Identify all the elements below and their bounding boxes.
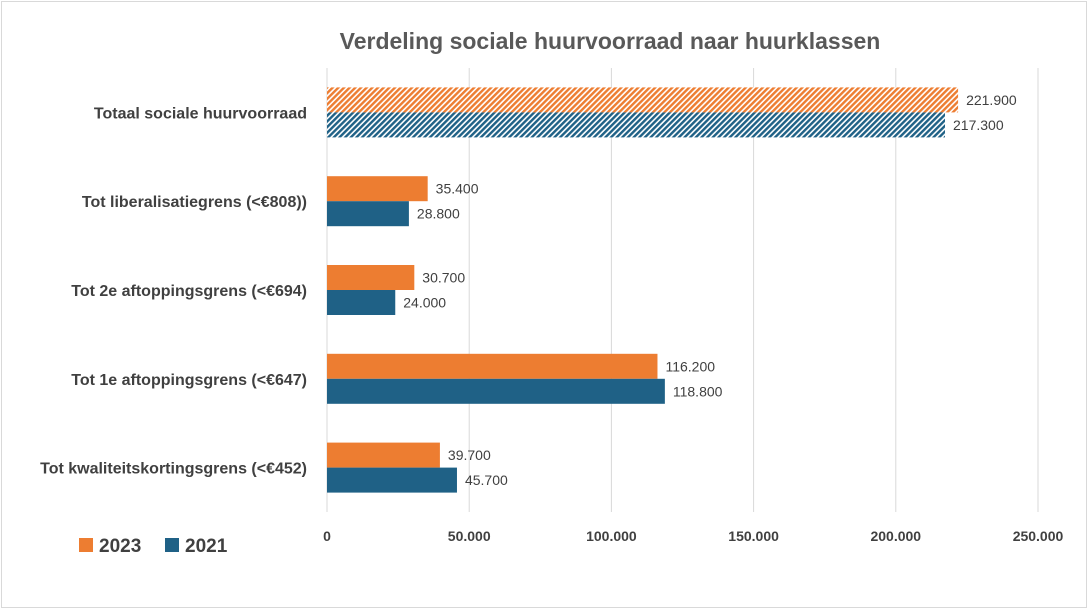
category-label: Tot kwaliteitskortingsgrens (<€452) xyxy=(40,461,307,478)
data-label: 118.800 xyxy=(673,383,723,399)
x-tick-label: 250.000 xyxy=(1013,528,1064,544)
legend-swatch-2021 xyxy=(165,538,179,552)
category-label: Tot liberalisatiegrens (<€808)) xyxy=(82,194,307,211)
chart-title: Verdeling sociale huurvoorraad naar huur… xyxy=(340,28,881,54)
bar-2021 xyxy=(327,112,946,138)
data-label: 24.000 xyxy=(403,295,446,311)
bar-2021 xyxy=(327,467,457,493)
x-tick-label: 100.000 xyxy=(586,528,637,544)
bar-2023 xyxy=(327,87,959,113)
data-label: 35.400 xyxy=(436,181,479,197)
labels: 0 50.000 100.000 150.000 200.000 250.000 Totaa… xyxy=(40,92,1063,544)
data-label: 39.700 xyxy=(448,447,491,463)
gridlines xyxy=(326,68,1039,512)
x-tick-label: 200.000 xyxy=(870,528,921,544)
data-label: 116.200 xyxy=(665,358,715,374)
bar-2021 xyxy=(327,378,665,404)
legend-label: 2021 xyxy=(185,536,228,557)
data-label: 45.700 xyxy=(465,472,508,488)
bar-2023 xyxy=(327,176,428,202)
x-tick-label: 0 xyxy=(323,528,331,544)
data-label: 28.800 xyxy=(417,206,460,222)
x-tick-label: 50.000 xyxy=(448,528,491,544)
bar-2023 xyxy=(327,353,658,379)
data-label: 30.700 xyxy=(422,270,465,286)
bar-2021 xyxy=(327,201,409,227)
bar-2023 xyxy=(327,442,440,468)
category-label: Totaal sociale huurvoorraad xyxy=(94,105,307,122)
data-label: 221.900 xyxy=(966,92,1017,108)
legend-label: 2023 xyxy=(99,536,141,557)
data-label: 217.300 xyxy=(953,117,1004,133)
category-label: Tot 1e aftoppingsgrens (<€647) xyxy=(71,372,307,389)
bar-2023 xyxy=(327,265,415,290)
legend: 2023 2021 xyxy=(79,536,228,557)
bar-2021 xyxy=(327,290,396,315)
legend-swatch-2023 xyxy=(79,538,93,552)
x-tick-label: 150.000 xyxy=(728,528,779,544)
category-label: Tot 2e aftoppingsgrens (<€694) xyxy=(71,283,307,300)
bars xyxy=(327,87,959,493)
